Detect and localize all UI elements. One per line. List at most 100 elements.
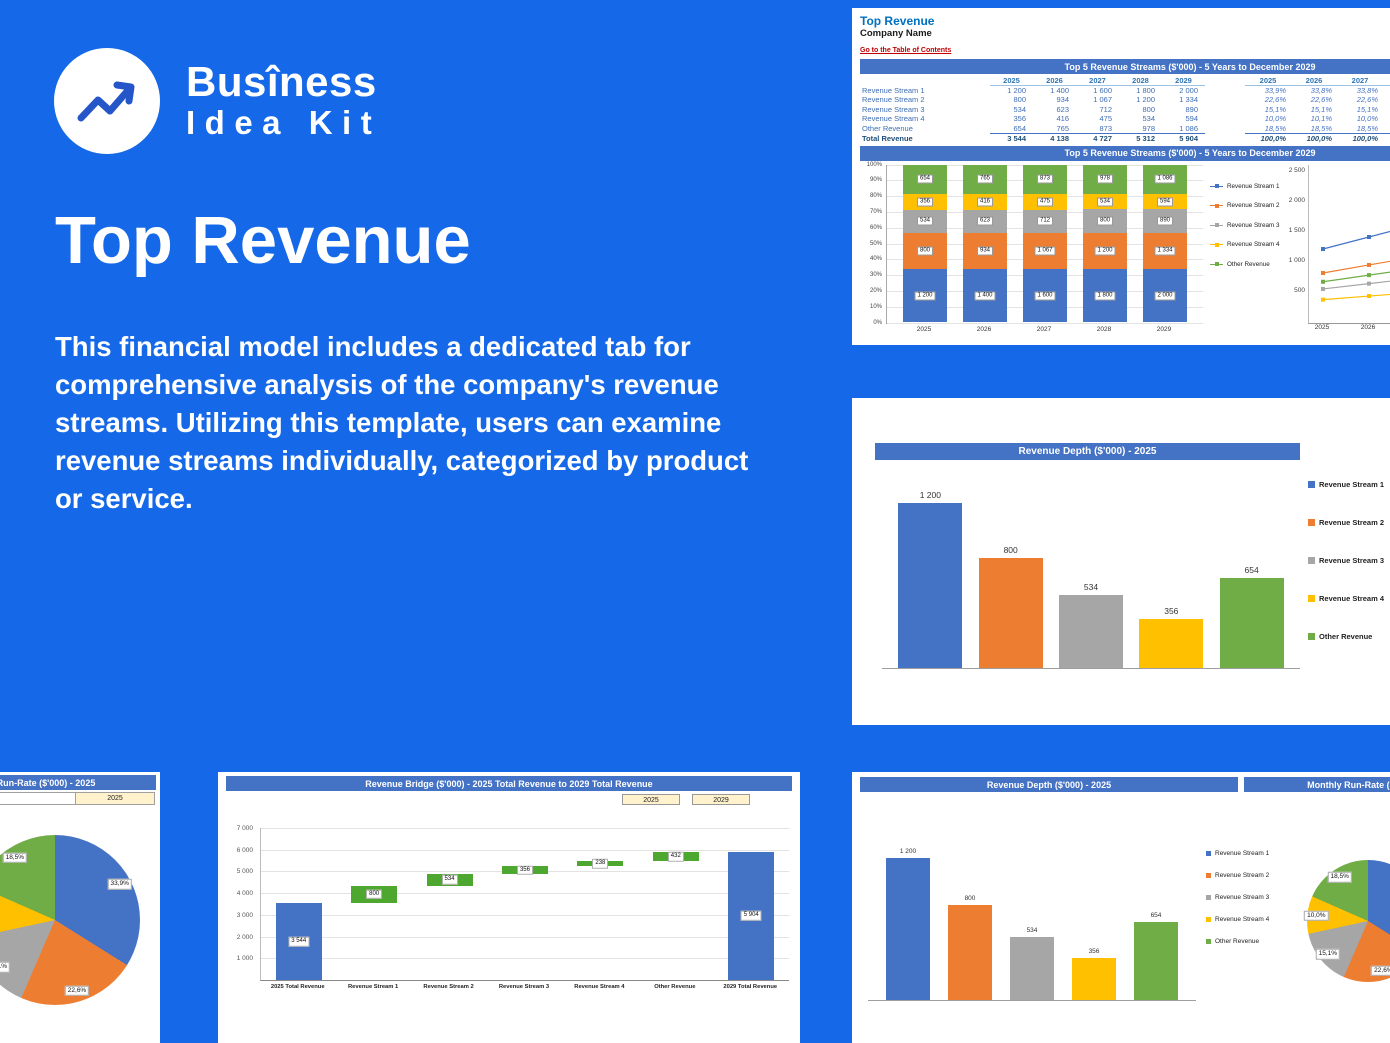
legend-swatch	[1214, 203, 1219, 208]
stacked-bar: 1 086 594 890 1 334 2 000	[1143, 164, 1187, 323]
segment-value-label: 1 086	[1154, 174, 1176, 184]
trend-marker	[1367, 293, 1371, 298]
bar-columns: 3 544 800 534 356 238 432 5 904	[261, 828, 789, 980]
trend-line-plot-area	[1308, 164, 1390, 324]
bar-value-label: 1 200	[919, 490, 941, 501]
legend-item: Revenue Stream 2	[1210, 202, 1282, 209]
end-year-selector[interactable]: 2029	[692, 794, 750, 805]
monthly-run-rate-pie-chart: 33,9%22,6%15,1%10,0%18,5%	[1304, 860, 1390, 982]
axis-tick-label: 90%	[869, 177, 882, 184]
bar	[1058, 594, 1123, 668]
pie-slice-label: 10,0%	[1304, 910, 1329, 922]
legend-item: Revenue Stream 2	[1206, 872, 1269, 879]
chart-title-bar: Monthly Run-Rate ($'000) - 2025	[1244, 777, 1390, 792]
legend-label: Revenue Stream 3	[1319, 556, 1385, 565]
waterfall-value-label: 800	[366, 889, 383, 900]
legend-label: Revenue Stream 1	[1227, 182, 1280, 190]
x-axis-label: 2029 Total Revenue	[723, 984, 778, 990]
run-rate-panel: Monthly Run-Rate ($'000) - 2025 2025 33,…	[0, 772, 160, 1043]
value-cell: 356	[1013, 114, 1026, 124]
page-title: Top Revenue	[55, 203, 471, 278]
legend-marker	[1210, 242, 1223, 247]
table-title-bar: Top 5 Revenue Streams ($'000) - 5 Years …	[860, 59, 1390, 74]
value-cell: 5 904	[1162, 133, 1205, 143]
value-cell: 416	[1056, 114, 1069, 124]
segment-value-label: 890	[1156, 216, 1174, 226]
trend-line-svg	[1321, 230, 1390, 302]
segment-value-label: 475	[1036, 197, 1054, 207]
trend-marker	[1367, 262, 1371, 267]
pie-slice-label: 18,5%	[1327, 872, 1352, 883]
legend-item: Other Revenue	[1210, 261, 1282, 268]
value-cell: 534	[1013, 104, 1026, 114]
table-year-cell: 2029	[1162, 76, 1205, 86]
waterfall-column: 5 904	[714, 828, 789, 980]
bar-segment: 534	[1083, 193, 1127, 210]
axis-tick-label: 60%	[869, 224, 882, 231]
value-cell: 1 200	[1007, 85, 1026, 95]
grid-line	[261, 849, 789, 851]
year-selectors: 2025 2029	[622, 794, 750, 805]
year-selector-value[interactable]: 2025	[76, 793, 154, 804]
bar	[898, 503, 963, 668]
bar-segment: 654	[903, 164, 947, 194]
value-cell: 475	[1099, 114, 1112, 124]
percent-cell: 100,0%	[1337, 133, 1383, 143]
bar	[1219, 578, 1284, 668]
legend-item: Revenue Stream 4	[1308, 594, 1384, 603]
grid-line	[261, 958, 789, 960]
segment-value-label: 1 400	[974, 291, 996, 301]
bar-segment: 934	[963, 233, 1007, 270]
axis-tick-label: 5 000	[236, 868, 253, 876]
spreadsheet-panel-top: Top Revenue Company Name Go to the Table…	[852, 8, 1390, 345]
axis-tick-label: 2 000	[1288, 196, 1305, 204]
bar-segment: 356	[903, 193, 947, 210]
year-selector[interactable]: 2025	[0, 792, 155, 805]
trend-line	[1322, 293, 1390, 300]
bar-group: 356	[1072, 834, 1116, 1000]
bar	[948, 905, 992, 1000]
row-label-cell: Revenue Stream 2	[862, 95, 925, 105]
waterfall-column: 800	[336, 828, 411, 980]
value-cell: 654	[1013, 123, 1026, 133]
brand-name-line1: Busîness	[186, 58, 377, 105]
legend-label: Revenue Stream 2	[1215, 872, 1270, 879]
percent-cell: 100,0%	[1245, 133, 1291, 143]
bar-segment: 2 000	[1143, 268, 1187, 323]
axis-tick-label: 6 000	[236, 846, 253, 854]
bar-segment: 978	[1083, 164, 1127, 194]
bar-value-label: 356	[1088, 947, 1100, 955]
bar-segment: 800	[1083, 209, 1127, 234]
percent-cell: 15,1%	[1310, 104, 1332, 114]
percent-cell: 33,8%	[1310, 85, 1332, 95]
x-axis-labels: 2025 2026 2027 2028 2029	[886, 326, 1202, 333]
x-axis-label: Other Revenue	[654, 984, 696, 990]
bar-group: 654	[1219, 476, 1284, 668]
legend-label: Revenue Stream 4	[1227, 241, 1280, 248]
legend-label: Revenue Stream 1	[1215, 850, 1270, 857]
axis-tick-label: 1 000	[236, 955, 253, 963]
segment-value-label: 1 600	[1034, 291, 1056, 301]
value-cell: 1 067	[1093, 95, 1112, 105]
value-cell: 890	[1185, 104, 1198, 114]
segment-value-label: 1 067	[1034, 246, 1056, 256]
legend-label: Other Revenue	[1319, 632, 1373, 641]
value-cell: 1 600	[1093, 85, 1112, 95]
percent-cell: 15,1%	[1264, 104, 1286, 114]
table-of-contents-link[interactable]: Go to the Table of Contents	[860, 47, 952, 54]
page-description: This financial model includes a dedicate…	[55, 331, 749, 514]
legend-swatch	[1206, 917, 1211, 922]
bar-segment: 890	[1143, 209, 1187, 234]
legend-label: Revenue Stream 2	[1319, 518, 1385, 527]
table-row: Other Revenue 654 765 873 978 1 086 18,5% 18,5%…	[860, 124, 1390, 134]
bar	[1134, 922, 1178, 1000]
table-row: Revenue Stream 2 800 934 1 067 1 200 1 334 22,…	[860, 95, 1390, 105]
value-cell: 5 312	[1119, 133, 1162, 143]
grid-line	[261, 936, 789, 938]
bar-segment: 416	[963, 193, 1007, 210]
start-year-selector[interactable]: 2025	[622, 794, 680, 805]
row-label-cell: Total Revenue	[862, 133, 913, 143]
pie-slice-label: 15,1%	[0, 961, 11, 973]
grid-line	[261, 893, 789, 895]
